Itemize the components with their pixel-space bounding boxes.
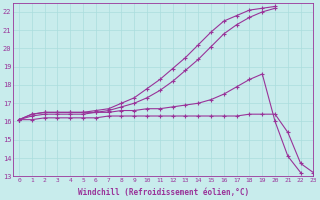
X-axis label: Windchill (Refroidissement éolien,°C): Windchill (Refroidissement éolien,°C): [77, 188, 249, 197]
